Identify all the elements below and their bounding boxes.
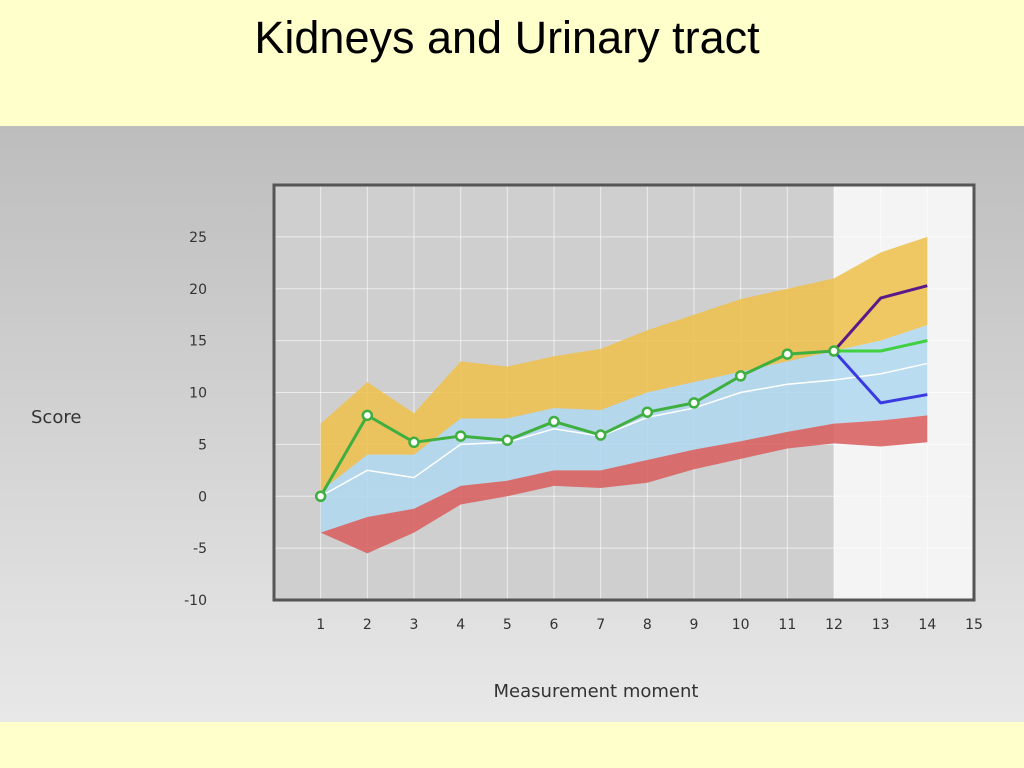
- series-points: [314, 345, 840, 502]
- score-bands: [320, 236, 928, 554]
- y-tick-label: 0: [198, 489, 207, 505]
- x-tick-label: 9: [690, 617, 699, 633]
- data-point: [594, 429, 607, 441]
- data-point: [734, 370, 747, 382]
- x-tick-label: 1: [316, 617, 325, 633]
- x-tick-label: 3: [410, 617, 419, 633]
- x-tick-label: 13: [872, 617, 890, 633]
- series-lines: [319, 284, 928, 497]
- y-tick-label: 25: [189, 230, 207, 246]
- data-point: [408, 436, 420, 449]
- x-tick-label: 7: [596, 617, 605, 633]
- plot-frame: [272, 183, 976, 602]
- series-line-projection-mid: [834, 339, 928, 353]
- x-axis-ticks: 1 2 3 4 5 6 7 8 9 10 11 12 13 14 15: [316, 617, 983, 633]
- data-point: [641, 406, 654, 418]
- x-axis-label: Measurement moment: [494, 681, 699, 702]
- x-tick-label: 5: [503, 617, 512, 633]
- y-tick-label: 20: [189, 282, 207, 298]
- series-line-projection-high: [832, 284, 928, 352]
- y-tick-label: 5: [198, 437, 207, 453]
- x-tick-label: 10: [732, 617, 750, 633]
- chart-panel: -10 -5 0 5 10 15 20 25 1 2 3 4 5 6 7 8 9 10 11 12 13 14 15 Sc…: [0, 126, 1024, 722]
- band-middle: [320, 325, 928, 533]
- y-tick-label: -10: [184, 593, 207, 609]
- x-tick-label: 8: [643, 617, 652, 633]
- x-tick-label: 4: [456, 617, 465, 633]
- x-tick-label: 12: [825, 617, 843, 633]
- slide-title: Kidneys and Urinary tract: [254, 12, 760, 63]
- y-axis-ticks: -10 -5 0 5 10 15 20 25: [184, 230, 207, 609]
- band-lower: [320, 415, 928, 554]
- y-tick-label: 10: [189, 386, 207, 402]
- series-line-median: [320, 362, 928, 497]
- x-tick-label: 14: [918, 617, 936, 633]
- series-line-measured: [319, 349, 835, 497]
- data-point: [781, 348, 794, 360]
- y-axis-label: Score: [31, 407, 81, 428]
- data-point: [548, 415, 560, 428]
- data-point: [501, 434, 514, 446]
- x-tick-label: 15: [965, 617, 983, 633]
- data-point: [361, 409, 374, 422]
- x-tick-label: 11: [778, 617, 796, 633]
- x-tick-label: 2: [363, 617, 372, 633]
- x-tick-label: 6: [550, 617, 559, 633]
- series-line-projection-low: [832, 349, 928, 405]
- data-point: [314, 490, 327, 502]
- data-point: [828, 345, 840, 357]
- data-point: [688, 397, 700, 409]
- y-tick-label: 15: [189, 334, 207, 350]
- y-tick-label: -5: [193, 541, 207, 557]
- band-upper: [320, 236, 928, 492]
- data-point: [454, 430, 467, 442]
